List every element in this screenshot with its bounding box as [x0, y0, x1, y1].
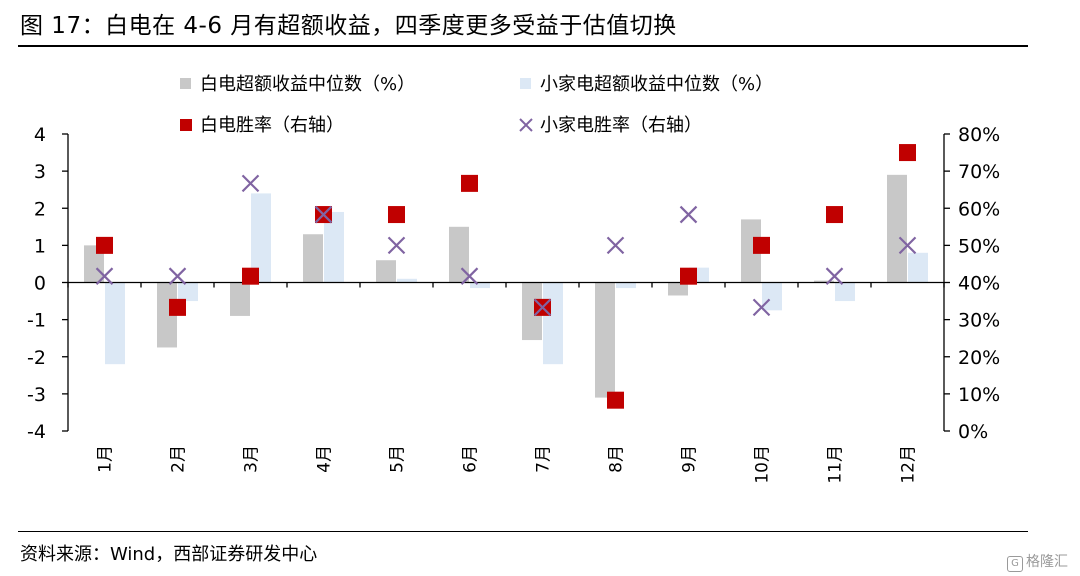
marker-xiaojiadian-winrate [898, 236, 917, 255]
category-label: 10月 [753, 445, 773, 484]
category-label: 1月 [96, 445, 116, 473]
bar-xiaojiadian [251, 193, 271, 283]
source-note: 资料来源：Wind，西部证券研发中心 [20, 544, 318, 565]
category-label: 7月 [534, 445, 554, 473]
bar-xiaojiadian [908, 252, 928, 283]
marker-baidian-winrate [753, 236, 770, 254]
marker-baidian-winrate [388, 206, 405, 224]
right-tick-label: 80% [958, 124, 1000, 146]
watermark-text: 格隆汇 [1026, 554, 1068, 570]
bar-baidian [84, 245, 104, 283]
legend-label: 小家电胜率（右轴） [540, 115, 702, 136]
marker-xiaojiadian-winrate [679, 205, 698, 224]
left-tick-label: 0 [34, 273, 46, 295]
marker-baidian-winrate [461, 174, 478, 192]
legend-swatch [520, 78, 531, 89]
legend-swatch [180, 119, 192, 131]
right-tick-label: 0% [958, 421, 988, 443]
right-tick-label: 70% [958, 161, 1000, 183]
legend-swatch [519, 118, 533, 132]
marker-xiaojiadian-winrate [95, 267, 114, 285]
bar-baidian [668, 282, 688, 296]
category-label: 8月 [607, 445, 627, 473]
marker-xiaojiadian-winrate [314, 205, 333, 224]
watermark: G 格隆汇 [1007, 551, 1068, 572]
bar-xiaojiadian [616, 282, 636, 289]
marker-baidian-winrate [607, 391, 624, 409]
bar-baidian [376, 260, 396, 283]
category-label: 3月 [242, 445, 262, 473]
category-label: 2月 [169, 445, 189, 473]
category-label: 11月 [826, 445, 846, 484]
right-tick-label: 20% [958, 347, 1000, 369]
left-tick-label: -1 [27, 310, 46, 332]
bar-xiaojiadian [324, 211, 344, 283]
left-tick-label: -3 [27, 384, 46, 406]
source-rule [18, 531, 1028, 532]
marker-baidian-winrate [899, 144, 916, 162]
category-label: 12月 [899, 445, 919, 484]
bar-xiaojiadian [835, 282, 855, 302]
marker-baidian-winrate [826, 206, 843, 224]
bar-xiaojiadian [178, 282, 198, 302]
right-tick-label: 30% [958, 310, 1000, 332]
marker-xiaojiadian-winrate [533, 298, 552, 317]
marker-xiaojiadian-winrate [752, 298, 771, 317]
bar-xiaojiadian [105, 282, 125, 365]
left-tick-label: 1 [34, 235, 46, 257]
legend-swatch [180, 78, 191, 89]
category-label: 9月 [680, 445, 700, 473]
marker-baidian-winrate [96, 236, 113, 254]
bar-xiaojiadian [762, 282, 782, 311]
bar-baidian [814, 280, 834, 283]
legend-label: 白电超额收益中位数（%） [200, 74, 415, 95]
bar-baidian [741, 219, 761, 283]
left-tick-label: 4 [34, 124, 46, 146]
right-tick-label: 10% [958, 384, 1000, 406]
legend-label: 白电胜率（右轴） [200, 115, 344, 136]
bar-chart: 4 3 2 1 0 -1 -2 -3 -4 80% 70% 60% 50% 40% 30% 20% 10% 0% 1… [27, 74, 1000, 484]
marker-xiaojiadian-winrate [241, 174, 260, 193]
bar-baidian [449, 226, 469, 283]
left-tick-label: 2 [34, 198, 46, 220]
bar-baidian [887, 174, 907, 283]
category-label: 6月 [461, 445, 481, 473]
marker-baidian-winrate [169, 298, 186, 316]
bar-baidian [303, 234, 323, 283]
bar-xiaojiadian [470, 282, 490, 289]
figure-title: 图 17：白电在 4-6 月有超额收益，四季度更多受益于估值切换 [20, 13, 677, 39]
right-tick-label: 40% [958, 273, 1000, 295]
category-label: 5月 [388, 445, 408, 473]
bar-baidian [230, 282, 250, 316]
left-tick-label: 3 [34, 161, 46, 183]
marker-baidian-winrate [242, 267, 259, 285]
bar-xiaojiadian [397, 278, 417, 283]
left-tick-label: -4 [27, 421, 46, 443]
marker-xiaojiadian-winrate [460, 267, 479, 285]
legend-label: 小家电超额收益中位数（%） [540, 74, 773, 95]
marker-xiaojiadian-winrate [606, 236, 625, 255]
right-tick-label: 60% [958, 198, 1000, 220]
bar-baidian [595, 282, 615, 398]
right-tick-label: 50% [958, 235, 1000, 257]
bar-baidian [522, 282, 542, 341]
left-tick-label: -2 [27, 347, 46, 369]
marker-baidian-winrate [680, 267, 697, 285]
bar-baidian [157, 282, 177, 348]
bar-xiaojiadian [543, 282, 563, 365]
category-label: 4月 [315, 445, 335, 473]
marker-xiaojiadian-winrate [168, 267, 187, 285]
title-rule [18, 45, 1028, 47]
logo-icon: G [1007, 556, 1023, 572]
marker-xiaojiadian-winrate [387, 236, 406, 255]
marker-xiaojiadian-winrate [825, 267, 844, 285]
